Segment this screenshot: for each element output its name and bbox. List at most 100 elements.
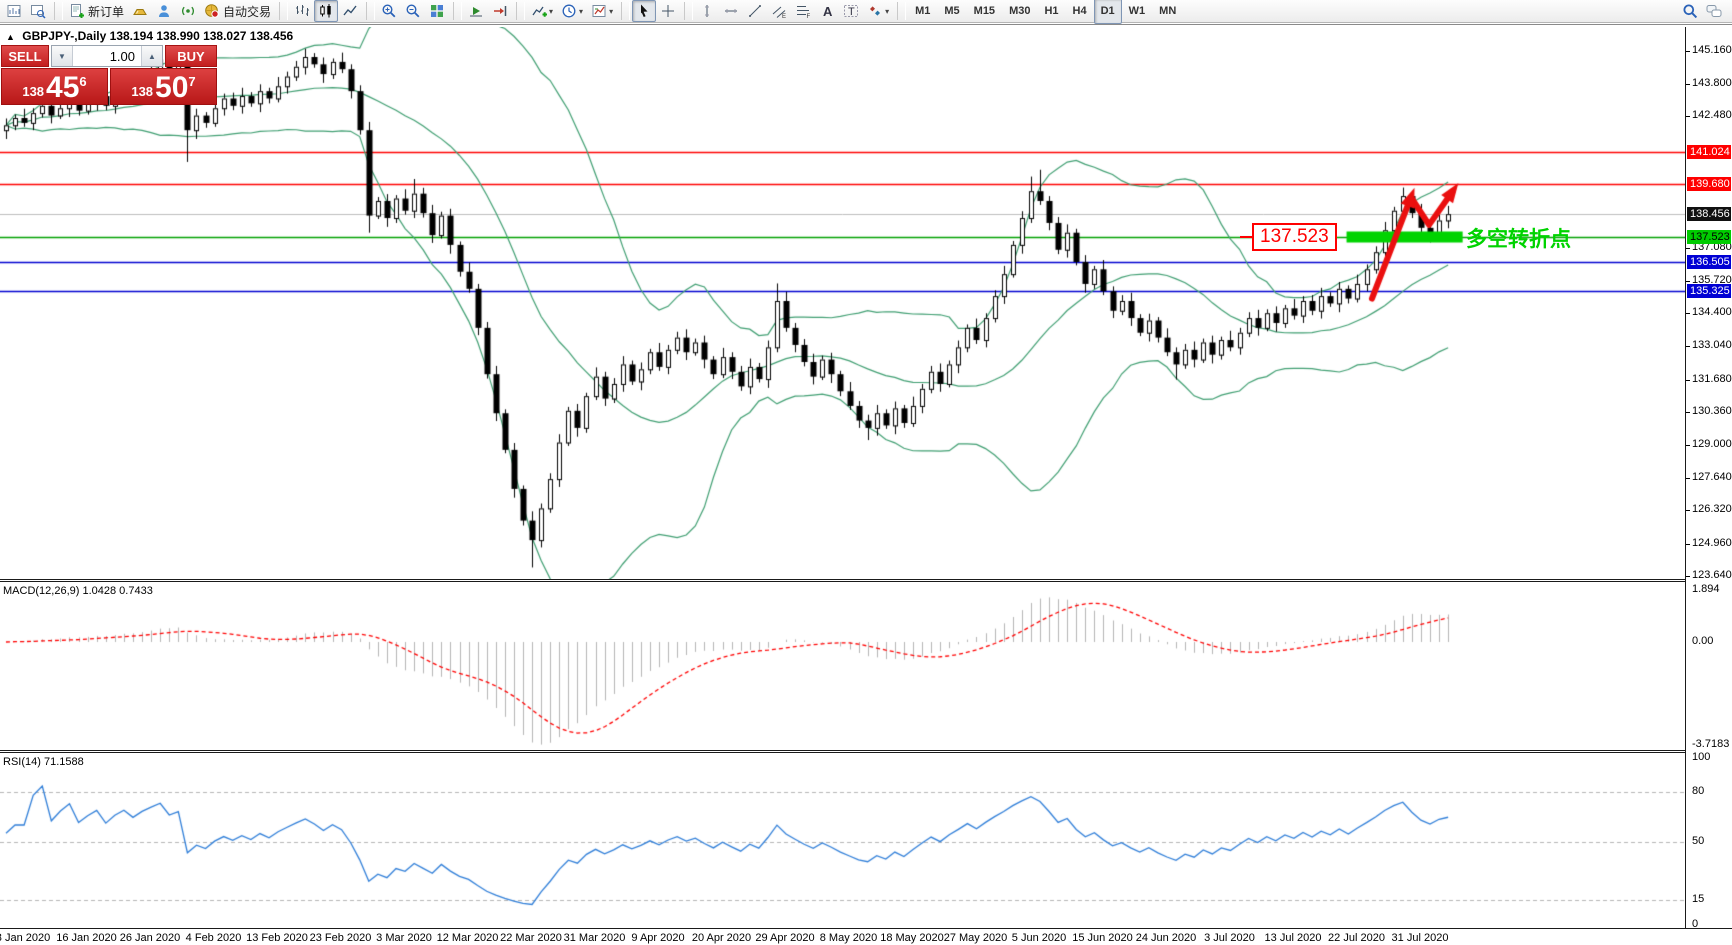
fibo-icon: F	[797, 6, 811, 19]
tf-m1-button[interactable]: M1	[915, 5, 931, 17]
fibonacci-button[interactable]: F	[791, 0, 815, 22]
tile-windows-button[interactable]	[425, 0, 449, 22]
date-label[interactable]: 15 Jun 2020	[1072, 932, 1133, 944]
equidistant-channel-button[interactable]: E	[767, 0, 791, 22]
date-label[interactable]: 23 Feb 2020	[309, 932, 372, 944]
date-label[interactable]: 31 Jul 2020	[1391, 932, 1449, 944]
date-label[interactable]: 13 Feb 2020	[246, 932, 308, 944]
date-label[interactable]: 16 Jan 2020	[56, 932, 117, 944]
linechart-icon	[343, 5, 357, 16]
tf-m5-button[interactable]: M5	[944, 5, 960, 17]
arrows-button[interactable]: ▾	[863, 0, 893, 22]
text-label-button[interactable]: T	[839, 0, 863, 22]
signals-button[interactable]	[152, 0, 176, 22]
horizontal-line-button[interactable]	[719, 0, 743, 22]
price-callout-label[interactable]: 137.523	[1240, 223, 1337, 251]
news-broadcast-button[interactable]	[176, 0, 200, 22]
auto-scroll-button[interactable]	[464, 0, 488, 22]
toolbar-separator	[279, 2, 289, 20]
price-tick	[1686, 478, 1690, 480]
date-label[interactable]: 26 Jan 2020	[119, 932, 181, 944]
buy-button[interactable]: BUY	[165, 45, 217, 67]
indicators-icon	[532, 6, 548, 17]
date-label[interactable]: 31 Mar 2020	[563, 932, 626, 944]
zoomin-icon	[382, 4, 396, 18]
price-tick	[1686, 346, 1690, 348]
cursor-button[interactable]	[632, 0, 657, 22]
templates-button[interactable]: ▾	[587, 0, 617, 22]
price-tick-label: 135.720	[1692, 274, 1732, 286]
date-label[interactable]: 5 Jun 2020	[1011, 932, 1067, 944]
date-label[interactable]: 20 Apr 2020	[691, 932, 752, 944]
macd-canvas[interactable]	[0, 582, 1685, 750]
zoom-out-button[interactable]	[401, 0, 425, 22]
chat-button[interactable]	[1702, 0, 1726, 22]
turning-point-annotation[interactable]: 多空转折点	[1466, 228, 1571, 251]
date-label[interactable]: 22 Mar 2020	[500, 932, 562, 944]
tf-w1-button[interactable]: W1	[1128, 5, 1146, 17]
date-label[interactable]: 24 Jun 2020	[1135, 932, 1197, 944]
vertical-line-button[interactable]	[695, 0, 719, 22]
tf-mn-button[interactable]: MN	[1159, 5, 1177, 17]
zoom-in-button[interactable]	[377, 0, 401, 22]
toolbar-separator	[897, 2, 907, 20]
tf-m15-button[interactable]: M15	[973, 5, 996, 17]
date-label[interactable]: 9 Apr 2020	[631, 932, 685, 944]
new-order-button[interactable]: 新订单	[65, 0, 128, 22]
tf-h1-button[interactable]: H1	[1044, 5, 1059, 17]
price-tick	[1686, 116, 1690, 118]
date-label[interactable]: 8 May 2020	[819, 932, 878, 944]
chart-shift-button[interactable]	[488, 0, 512, 22]
tf-d1-button[interactable]: D1	[1093, 0, 1122, 24]
chart-window-button[interactable]	[2, 0, 26, 22]
date-axis: 8 Jan 2020 16 Jan 2020 26 Jan 2020 4 Feb 20…	[0, 928, 1732, 945]
volume-up-button[interactable]: ▲	[141, 46, 162, 66]
periods-button[interactable]: ▾	[557, 0, 587, 22]
price-level-badge: 137.523	[1687, 230, 1731, 244]
globe-icon	[205, 4, 219, 18]
price-tick	[1686, 281, 1690, 282]
date-label[interactable]: 18 May 2020	[880, 932, 944, 944]
date-label[interactable]: 4 Feb 2020	[185, 932, 242, 944]
candle-chart-mode-button[interactable]	[314, 0, 339, 22]
date-label[interactable]: 3 Mar 2020	[376, 932, 432, 944]
date-label[interactable]: 22 Jul 2020	[1328, 932, 1385, 944]
buy-price[interactable]: 138 50 7	[110, 68, 217, 105]
date-label[interactable]: 12 Mar 2020	[436, 932, 499, 944]
svg-text:T: T	[848, 6, 855, 18]
rsi-canvas[interactable]	[0, 753, 1685, 928]
svg-text:A: A	[823, 4, 833, 19]
channel-icon: E	[772, 6, 786, 19]
tf-m30-button[interactable]: M30	[1009, 5, 1031, 17]
chart-area[interactable]: ▲ GBPJPY-,Daily 138.194 138.990 138.027 …	[0, 24, 1732, 945]
macd-indicator-label: MACD(12,26,9) 1.0428 0.7433	[3, 585, 153, 597]
price-tick	[1686, 510, 1690, 512]
trendline-button[interactable]	[743, 0, 767, 22]
search-button[interactable]	[1678, 0, 1702, 22]
pane-splitter[interactable]	[0, 579, 1732, 582]
date-label[interactable]: 27 May 2020	[943, 932, 1008, 944]
pane-splitter[interactable]	[0, 750, 1732, 753]
one-click-trading-panel: SELL ▼ 1.00 ▲ BUY 138 45 6 138 50 7	[1, 45, 217, 105]
indicators-button[interactable]: ▾	[527, 0, 557, 22]
price-tick-label: 129.000	[1692, 437, 1732, 450]
volume-value[interactable]: 1.00	[109, 48, 135, 64]
bar-chart-mode-button[interactable]	[290, 0, 314, 22]
market-button[interactable]	[128, 0, 152, 22]
text-button[interactable]: A	[815, 0, 839, 22]
crosshair-button[interactable]	[656, 0, 680, 22]
volume-down-button[interactable]: ▼	[52, 46, 73, 66]
chart-profiles-button[interactable]	[26, 0, 50, 22]
price-chart-canvas[interactable]	[0, 27, 1685, 579]
date-label[interactable]: 29 Apr 2020	[755, 932, 815, 944]
line-chart-mode-button[interactable]	[338, 0, 362, 22]
tf-h4-button[interactable]: H4	[1072, 5, 1087, 17]
auto-trading-button[interactable]: 自动交易	[200, 0, 275, 22]
sell-price[interactable]: 138 45 6	[1, 68, 108, 105]
date-label[interactable]: 13 Jul 2020	[1264, 932, 1322, 944]
date-label[interactable]: 3 Jul 2020	[1204, 932, 1255, 944]
sell-button[interactable]: SELL	[1, 45, 49, 67]
date-label[interactable]: 8 Jan 2020	[0, 932, 51, 944]
chevron-down-icon: ▾	[549, 6, 554, 16]
